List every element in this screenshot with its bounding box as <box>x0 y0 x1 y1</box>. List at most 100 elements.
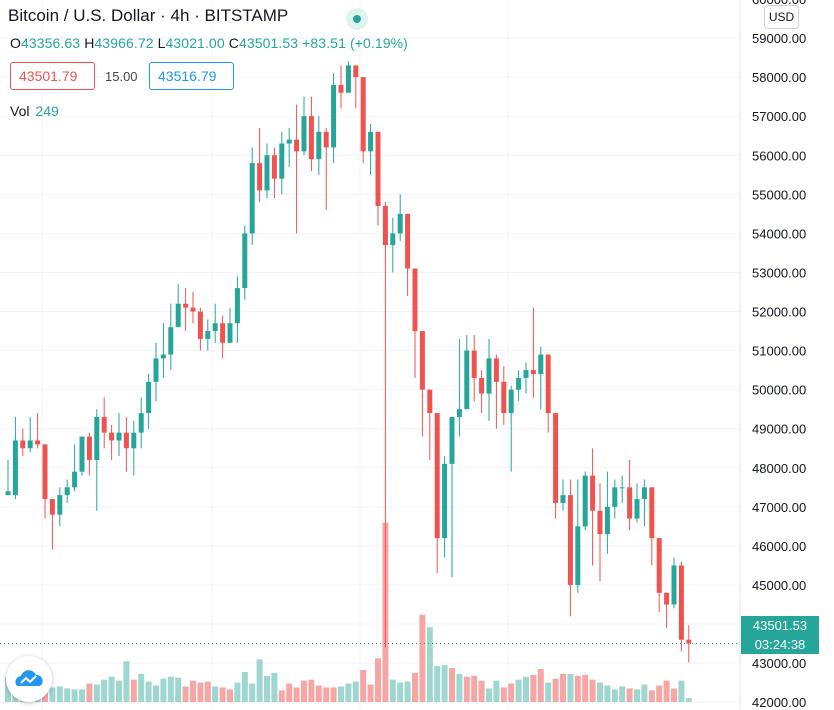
volume-bar <box>212 686 219 702</box>
tradingview-cloud-logo-icon <box>15 670 43 686</box>
volume-bar <box>426 627 433 702</box>
candle-body <box>294 139 300 152</box>
candle-body <box>390 233 396 246</box>
candle <box>42 444 48 519</box>
candle-body <box>279 143 285 179</box>
volume-bar <box>49 687 56 702</box>
candle-body <box>331 84 337 148</box>
candle-body <box>530 370 536 375</box>
symbol-title[interactable]: Bitcoin / U.S. Dollar · 4h · BITSTAMP <box>8 6 289 25</box>
candle-body <box>12 440 18 496</box>
candle-body <box>649 487 655 539</box>
candle <box>197 307 203 351</box>
candle-body <box>94 417 100 460</box>
volume-bar <box>86 683 93 702</box>
candle-body <box>249 163 255 234</box>
volume-bar <box>256 659 263 702</box>
candle-body <box>419 331 425 390</box>
close-value: 43501.53 <box>238 35 299 51</box>
candle-body <box>227 323 233 343</box>
candle <box>619 475 625 503</box>
candle <box>464 334 470 410</box>
price-tick-label: 52000.00 <box>752 305 806 320</box>
spread-value: 15.00 <box>105 69 138 84</box>
candle <box>530 307 536 398</box>
volume-bar <box>537 669 544 702</box>
price-tick-label: 51000.00 <box>752 344 806 359</box>
candle <box>220 315 226 359</box>
volume-bar <box>64 688 71 702</box>
candle-body <box>197 311 203 339</box>
volume-bar <box>308 679 315 702</box>
candle <box>516 370 522 402</box>
candle <box>212 303 218 343</box>
candle <box>331 73 337 164</box>
volume-bar <box>508 683 515 702</box>
volume-bar <box>56 686 63 702</box>
candle-body <box>286 139 292 144</box>
candle <box>249 147 255 246</box>
candle-body <box>575 526 581 585</box>
candle-body <box>220 323 226 343</box>
candle <box>12 417 18 500</box>
volume-bar <box>241 671 248 702</box>
volume-bar <box>234 682 241 702</box>
candle <box>678 561 684 652</box>
candle-body <box>271 155 277 179</box>
candle-body <box>442 463 448 539</box>
candle <box>353 65 359 109</box>
volume-bar <box>478 680 485 702</box>
candle-body <box>634 499 640 519</box>
volume-bar <box>145 681 152 702</box>
candle <box>553 413 559 519</box>
candle <box>486 338 492 421</box>
candle-body <box>619 487 625 489</box>
buy-price-button[interactable]: 43516.79 <box>149 62 234 90</box>
volume-bar <box>367 684 374 702</box>
volume-bar <box>597 682 603 702</box>
candle <box>35 413 41 449</box>
candle-body <box>405 213 411 269</box>
candle <box>427 389 433 460</box>
candle-body <box>545 354 551 414</box>
price-scale[interactable]: 42000.0043000.0044000.0045000.0046000.00… <box>752 0 806 710</box>
ohlc-legend: O43356.63 H43966.72 L43021.00 C43501.53 … <box>10 35 408 51</box>
candle <box>190 291 196 324</box>
volume-bar <box>108 676 115 702</box>
candle <box>79 436 85 476</box>
candle <box>575 479 581 593</box>
currency-button[interactable]: USD <box>764 5 799 29</box>
candle-body <box>64 487 70 496</box>
candle <box>671 557 677 609</box>
volume-bar <box>197 682 204 702</box>
candle <box>286 127 292 167</box>
volume-bar <box>641 684 648 702</box>
candle <box>649 487 655 566</box>
candle-body <box>72 471 78 488</box>
volume-bar <box>671 688 677 702</box>
price-tick-label: 42000.00 <box>752 695 806 710</box>
candle-body <box>656 538 662 593</box>
candle-body <box>360 77 366 152</box>
candle <box>582 471 588 531</box>
candle-body <box>109 432 115 441</box>
sell-price-button[interactable]: 43501.79 <box>10 62 95 90</box>
candle <box>567 479 573 617</box>
volume-bar <box>138 673 145 702</box>
candle <box>397 194 403 242</box>
low-label: L <box>157 35 166 51</box>
volume-bar <box>471 675 478 702</box>
volume-bar <box>634 689 640 702</box>
candle <box>205 319 211 351</box>
volume-bar <box>574 675 581 702</box>
volume-bar <box>271 672 278 702</box>
volume-bar <box>204 681 211 702</box>
candle-body <box>205 331 211 339</box>
candle-body <box>471 350 477 378</box>
volume-bar <box>227 689 233 702</box>
tradingview-logo[interactable] <box>6 656 52 702</box>
candle <box>27 417 33 453</box>
candle <box>627 459 633 531</box>
candle-body <box>123 432 129 449</box>
